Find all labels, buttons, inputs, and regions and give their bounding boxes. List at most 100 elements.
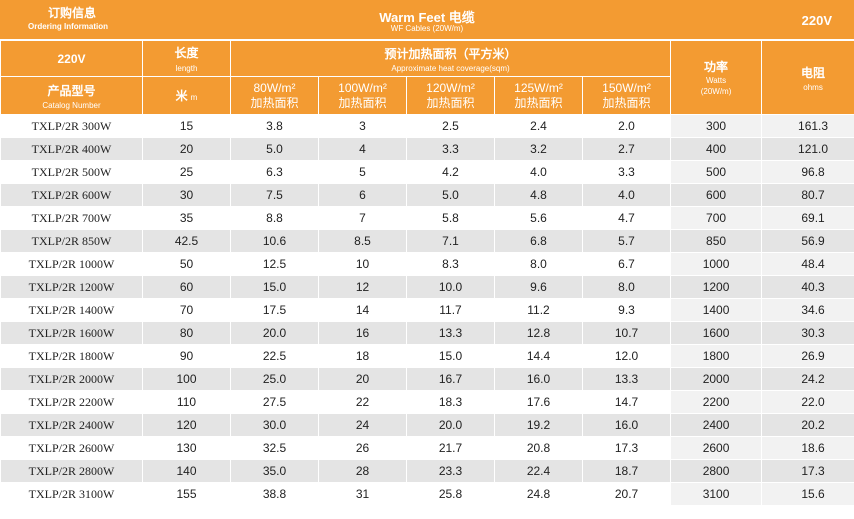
table-row: TXLP/2R 500W 25 6.3 5 4.2 4.0 3.3 500 96.8 <box>0 160 854 184</box>
ordering-info-label-zh: 订购信息 <box>48 6 97 20</box>
table-row: TXLP/2R 1400W 70 17.5 14 11.7 11.2 9.3 1400 34.6 <box>0 298 854 322</box>
resistance-cell: 40.3 <box>761 275 854 299</box>
coverage-col-label: 加热面积 <box>338 95 387 110</box>
table-row: TXLP/2R 2400W 120 30.0 24 20.0 19.2 16.0 2400 20… <box>0 413 854 437</box>
coverage-80-cell: 25.0 <box>230 367 319 391</box>
coverage-col-80: 80W/m² 加热面积 <box>230 76 319 115</box>
spec-table: 220V 长度 length 预计加热面积（平方米） Approximate h… <box>0 40 854 506</box>
coverage-120-cell: 7.1 <box>406 229 495 253</box>
power-cell: 2800 <box>670 459 763 483</box>
length-label-en: length <box>175 64 198 73</box>
coverage-80-cell: 15.0 <box>230 275 319 299</box>
coverage-col-label: 加热面积 <box>514 95 563 110</box>
power-cell: 600 <box>670 183 763 207</box>
coverage-80-cell: 17.5 <box>230 298 319 322</box>
unit-label-zh: 米 <box>175 88 188 103</box>
length-cell: 42.5 <box>142 229 231 253</box>
coverage-125-cell: 4.0 <box>494 160 583 184</box>
coverage-80-cell: 22.5 <box>230 344 319 368</box>
coverage-100-cell: 26 <box>318 436 407 460</box>
coverage-120-cell: 5.0 <box>406 183 495 207</box>
coverage-120-cell: 16.7 <box>406 367 495 391</box>
coverage-header: 预计加热面积（平方米） Approximate heat coverage(sq… <box>229 40 672 77</box>
power-label-zh: 功率 <box>704 60 729 74</box>
coverage-col-100: 100W/m² 加热面积 <box>318 76 407 115</box>
resistance-cell: 18.6 <box>761 436 854 460</box>
coverage-125-cell: 6.8 <box>494 229 583 253</box>
power-cell: 2000 <box>670 367 763 391</box>
coverage-col-value: 80W/m² <box>253 80 296 95</box>
table-row: TXLP/2R 850W 42.5 10.6 8.5 7.1 6.8 5.7 850 56.9 <box>0 229 854 253</box>
coverage-100-cell: 31 <box>318 482 407 506</box>
table-row: TXLP/2R 300W 15 3.8 3 2.5 2.4 2.0 300 161.3 <box>0 114 854 138</box>
table-row: TXLP/2R 2200W 110 27.5 22 18.3 17.6 14.7 2200 22… <box>0 390 854 414</box>
coverage-100-cell: 20 <box>318 367 407 391</box>
length-cell: 50 <box>142 252 231 276</box>
resistance-cell: 56.9 <box>761 229 854 253</box>
length-cell: 15 <box>142 114 231 138</box>
coverage-80-cell: 7.5 <box>230 183 319 207</box>
table-row: TXLP/2R 2600W 130 32.5 26 21.7 20.8 17.3 2600 18… <box>0 436 854 460</box>
coverage-150-cell: 13.3 <box>581 367 672 391</box>
model-cell: TXLP/2R 2800W <box>0 459 143 483</box>
length-cell: 110 <box>142 390 231 414</box>
coverage-120-cell: 20.0 <box>406 413 495 437</box>
length-cell: 70 <box>142 298 231 322</box>
coverage-80-cell: 35.0 <box>230 459 319 483</box>
model-cell: TXLP/2R 1800W <box>0 344 143 368</box>
coverage-80-cell: 10.6 <box>230 229 319 253</box>
catalog-label-zh: 产品型号 <box>47 83 96 98</box>
coverage-label-zh: 预计加热面积（平方米） <box>384 46 517 61</box>
coverage-100-cell: 10 <box>318 252 407 276</box>
title-bar: 订购信息 Ordering Information Warm Feet 电缆 W… <box>0 0 854 40</box>
coverage-120-cell: 10.0 <box>406 275 495 299</box>
coverage-125-cell: 5.6 <box>494 206 583 230</box>
power-cell: 1800 <box>670 344 763 368</box>
coverage-150-cell: 3.3 <box>581 160 672 184</box>
length-cell: 100 <box>142 367 231 391</box>
resistance-cell: 17.3 <box>761 459 854 483</box>
coverage-150-cell: 12.0 <box>581 344 672 368</box>
resistance-cell: 34.6 <box>761 298 854 322</box>
coverage-120-cell: 21.7 <box>406 436 495 460</box>
coverage-100-cell: 28 <box>318 459 407 483</box>
model-cell: TXLP/2R 300W <box>0 114 143 138</box>
table-row: TXLP/2R 3100W 155 38.8 31 25.8 24.8 20.7 3100 15… <box>0 482 854 506</box>
model-cell: TXLP/2R 3100W <box>0 482 143 506</box>
resistance-cell: 30.3 <box>761 321 854 345</box>
table-row: TXLP/2R 2000W 100 25.0 20 16.7 16.0 13.3 2000 24… <box>0 367 854 391</box>
coverage-125-cell: 12.8 <box>494 321 583 345</box>
resistance-cell: 121.0 <box>761 137 854 161</box>
resistance-cell: 15.6 <box>761 482 854 506</box>
voltage-label-left: 220V <box>57 51 86 66</box>
coverage-100-cell: 8.5 <box>318 229 407 253</box>
length-cell: 35 <box>142 206 231 230</box>
length-cell: 130 <box>142 436 231 460</box>
model-cell: TXLP/2R 700W <box>0 206 143 230</box>
length-cell: 80 <box>142 321 231 345</box>
catalog-header: 产品型号 Catalog Number <box>0 76 143 115</box>
coverage-150-cell: 20.7 <box>581 482 672 506</box>
voltage-label-right: 220V <box>801 13 832 28</box>
table-row: TXLP/2R 400W 20 5.0 4 3.3 3.2 2.7 400 121.0 <box>0 137 854 161</box>
coverage-125-cell: 17.6 <box>494 390 583 414</box>
resistance-cell: 26.9 <box>761 344 854 368</box>
coverage-150-cell: 6.7 <box>581 252 672 276</box>
length-cell: 20 <box>142 137 231 161</box>
resistance-cell: 48.4 <box>761 252 854 276</box>
coverage-col-value: 100W/m² <box>338 80 387 95</box>
table-row: TXLP/2R 700W 35 8.8 7 5.8 5.6 4.7 700 69.1 <box>0 206 854 230</box>
resistance-cell: 24.2 <box>761 367 854 391</box>
coverage-150-cell: 17.3 <box>581 436 672 460</box>
length-cell: 60 <box>142 275 231 299</box>
coverage-col-value: 120W/m² <box>426 80 475 95</box>
coverage-120-cell: 5.8 <box>406 206 495 230</box>
coverage-120-cell: 2.5 <box>406 114 495 138</box>
product-title: Warm Feet 电缆 <box>379 10 475 25</box>
table-row: TXLP/2R 1000W 50 12.5 10 8.3 8.0 6.7 1000 48.4 <box>0 252 854 276</box>
coverage-label-en: Approximate heat coverage(sqm) <box>391 63 510 73</box>
length-cell: 90 <box>142 344 231 368</box>
resistance-cell: 22.0 <box>761 390 854 414</box>
coverage-80-cell: 30.0 <box>230 413 319 437</box>
